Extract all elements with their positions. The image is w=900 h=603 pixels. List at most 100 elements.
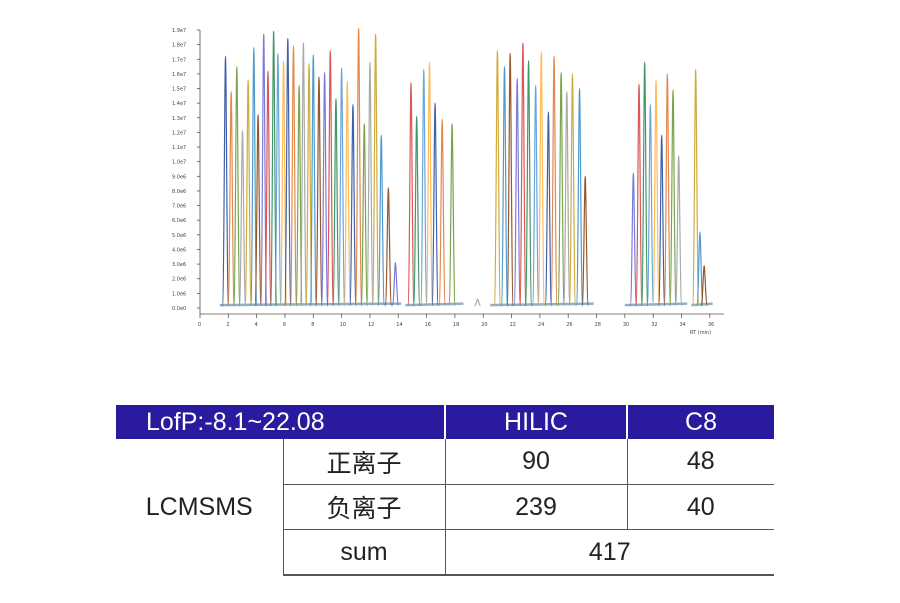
row-label-sum: sum (282, 529, 445, 576)
peak-trace (420, 68, 428, 307)
y-tick-label: 1.3e7 (172, 116, 186, 122)
y-tick-label: 1.6e7 (172, 72, 186, 78)
table-row: 负离子 239 40 (116, 484, 774, 530)
peak-trace (412, 115, 421, 307)
peak-trace (284, 38, 292, 307)
x-tick-label: 14 (396, 322, 402, 328)
y-tick-label: 1.4e7 (172, 101, 186, 107)
x-tick-label: 4 (255, 322, 258, 328)
y-tick-label: 0.0e0 (172, 306, 186, 312)
baseline-trace (624, 302, 688, 307)
peak-trace (360, 123, 368, 307)
peak-trace (669, 89, 677, 307)
peak-trace (309, 54, 318, 307)
y-tick-label: 1.0e6 (172, 291, 186, 297)
x-axis-label: RT (min) (690, 330, 711, 336)
cell-positive-c8: 48 (626, 439, 774, 485)
x-tick-label: 24 (538, 322, 544, 328)
y-tick-label: 7.0e6 (172, 204, 186, 210)
y-axis-ticks: 0.0e0 1.0e6 2.0e6 3.0e6 4.0e6 5.0e6 6.0e6 7.0e6… (172, 28, 200, 312)
x-tick-label: 0 (198, 322, 201, 328)
peak-trace (289, 45, 298, 307)
x-tick-label: 30 (623, 322, 629, 328)
peak-trace (640, 61, 649, 307)
row-label-negative-ion: 负离子 (282, 484, 445, 530)
peak-trace (299, 42, 308, 307)
peak-trace (366, 61, 374, 307)
y-tick-label: 1.8e7 (172, 43, 186, 49)
cell-negative-hilic: 239 (444, 484, 627, 530)
x-tick-label: 8 (311, 322, 314, 328)
group-label-lcmsms: LCMSMS (145, 492, 253, 521)
peak-trace (657, 134, 666, 307)
peak-trace (315, 76, 323, 307)
peak-trace (544, 111, 553, 307)
peak-trace (575, 87, 584, 307)
peak-trace (269, 30, 278, 307)
x-tick-label: 12 (368, 322, 374, 328)
header-logp-range: LofP:-8.1~22.08 (116, 405, 445, 439)
peak-trace (438, 118, 446, 307)
table-header-row: LofP:-8.1~22.08 HILIC C8 (116, 405, 774, 439)
y-tick-label: 1.0e7 (172, 160, 186, 166)
peak-trace (349, 104, 357, 307)
peak-trace (563, 90, 571, 307)
peak-trace (635, 83, 643, 307)
x-tick-label: 6 (283, 322, 286, 328)
peak-trace (391, 262, 400, 307)
row-label-positive-ion: 正离子 (282, 439, 445, 485)
peak-trace (337, 67, 346, 307)
peak-trace (343, 80, 351, 307)
peak-trace (674, 155, 683, 307)
peak-trace (537, 51, 546, 307)
chromatogram-traces (219, 27, 713, 307)
peak-trace (524, 60, 533, 307)
y-tick-label: 1.7e7 (172, 57, 186, 63)
x-tick-label: 20 (481, 322, 487, 328)
x-tick-label: 22 (510, 322, 516, 328)
y-tick-label: 6.0e6 (172, 218, 186, 224)
peak-trace (500, 65, 509, 307)
peak-trace (384, 187, 393, 307)
peak-trace (238, 130, 247, 307)
table-row: LCMSMS 正离子 90 48 (116, 439, 774, 521)
header-c8: C8 (626, 405, 774, 439)
header-hilic: HILIC (444, 405, 627, 439)
y-tick-label: 5.0e6 (172, 233, 186, 239)
y-tick-label: 4.0e6 (172, 247, 186, 253)
table-row: sum 417 (116, 529, 774, 576)
peak-trace (629, 172, 638, 307)
peak-trace (227, 90, 235, 307)
peak-trace (274, 52, 282, 307)
baseline-trace (490, 302, 594, 307)
peak-trace (493, 49, 502, 307)
peak-trace (233, 65, 241, 307)
peak-trace (663, 73, 672, 307)
peak-trace (557, 71, 565, 307)
peak-trace (568, 73, 577, 307)
x-tick-label: 32 (651, 322, 657, 328)
peak-trace (332, 98, 340, 307)
peak-trace (700, 264, 708, 307)
x-tick-label: 28 (595, 322, 601, 328)
y-tick-label: 9.0e6 (172, 174, 186, 180)
peak-trace (691, 68, 700, 307)
baseline-trace (405, 302, 464, 307)
peak-trace (531, 84, 540, 307)
peak-trace (696, 231, 704, 307)
peak-trace (371, 33, 380, 307)
peak-trace (254, 114, 262, 307)
peak-trace (407, 82, 415, 307)
peak-trace (326, 49, 335, 307)
y-tick-label: 2.0e6 (172, 277, 186, 283)
x-axis-ticks: 0 2 4 6 8 10 12 14 16 18 20 22 24 26 28 30 32 34 36 (198, 314, 714, 328)
peak-trace (221, 55, 230, 307)
x-tick-label: 18 (453, 322, 459, 328)
baseline-trace (691, 302, 713, 307)
peak-trace (377, 134, 385, 307)
summary-table: LofP:-8.1~22.08 HILIC C8 LCMSMS 正离子 90 4… (116, 405, 774, 576)
peak-trace (506, 52, 514, 307)
peak-trace (244, 79, 252, 307)
y-tick-label: 3.0e6 (172, 262, 186, 268)
peak-trace (431, 102, 439, 307)
